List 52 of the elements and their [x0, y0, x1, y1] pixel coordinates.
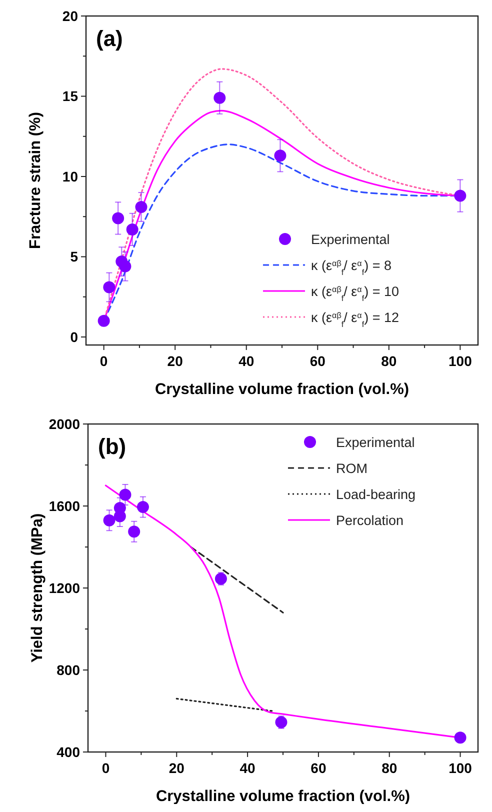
y-axis-title: Yield strength (MPa): [29, 513, 46, 663]
x-tick-label: 0: [102, 760, 110, 776]
y-tick-label: 5: [70, 248, 78, 265]
x-tick-label: 80: [382, 760, 398, 776]
x-tick-label: 60: [310, 760, 326, 776]
x-axis-title: Crystalline volume fraction (vol.%): [156, 788, 410, 805]
point: [112, 212, 124, 224]
point: [98, 314, 110, 327]
text: (a): [96, 26, 123, 51]
x-tick-label: 20: [167, 353, 184, 369]
point: [136, 501, 149, 514]
point: [214, 572, 227, 585]
point: [119, 260, 132, 272]
y-tick-label: 800: [56, 662, 80, 678]
x-tick-label: 20: [168, 760, 185, 776]
text: (b): [98, 434, 126, 459]
y-tick-label: 2000: [48, 416, 80, 432]
point: [135, 200, 148, 213]
y-tick-label: 20: [62, 8, 78, 24]
legend-label: κ (ε$^{αβ}$$_{f}$/ ε$^{α}$$_{f}$) = 8: [311, 258, 392, 276]
y-tick-label: 400: [56, 744, 80, 760]
point: [454, 190, 466, 202]
point: [454, 732, 466, 744]
x-tick-label: 100: [448, 353, 472, 369]
point: [214, 92, 226, 104]
y-tick-label: 0: [70, 328, 78, 345]
x-tick-label: 0: [100, 353, 108, 369]
legend-label: Experimental: [311, 232, 390, 247]
x-tick-label: 100: [448, 760, 472, 776]
point: [119, 488, 132, 501]
legend-label: κ (ε$^{αβ}$$_{f}$/ ε$^{α}$$_{f}$) = 10: [311, 284, 399, 302]
point: [274, 150, 286, 162]
x-tick-label: 60: [310, 353, 326, 369]
point: [103, 281, 116, 294]
x-tick-label: 40: [240, 760, 256, 776]
legend-label: κ (ε$^{αβ}$$_{f}$/ ε$^{α}$$_{f}$) = 12: [311, 310, 399, 328]
y-axis-title: Fracture strain (%): [27, 112, 44, 249]
x-tick-label: 40: [238, 353, 254, 369]
y-tick-label: 1200: [48, 580, 80, 596]
point: [103, 514, 116, 526]
y-tick-label: 15: [62, 88, 78, 104]
legend-label: Percolation: [336, 513, 404, 528]
point: [128, 526, 140, 538]
x-axis-title: Crystalline volume fraction (vol.%): [154, 381, 410, 398]
y-tick-label: 10: [62, 168, 78, 184]
legend-label: Load-bearing: [336, 487, 416, 502]
legend-label: ROM: [336, 461, 368, 476]
point: [275, 716, 288, 728]
point: [126, 223, 138, 236]
y-tick-label: 1600: [48, 498, 80, 514]
legend-label: Experimental: [336, 435, 415, 450]
x-tick-label: 80: [381, 353, 397, 369]
